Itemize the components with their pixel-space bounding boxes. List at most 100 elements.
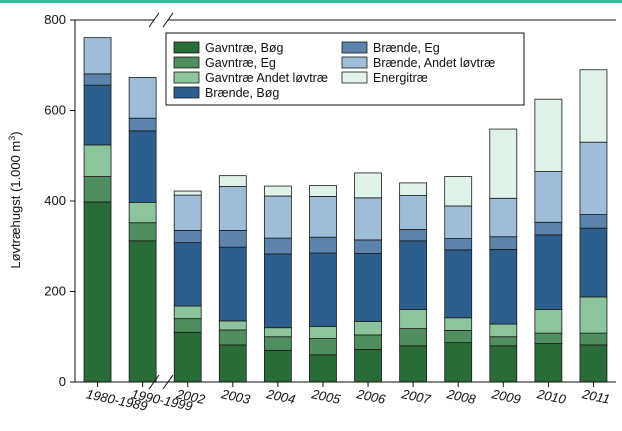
bar-brænde-andet-løvtræ-2005: [309, 196, 337, 238]
bar-gavntræ-eg-2005: [309, 338, 337, 356]
bar-brænde-bøg-1980-1989: [83, 84, 112, 146]
bar-gavntræ-andet-løvtræ-1980-1989: [83, 144, 112, 177]
bar-gavntræ-eg-2007: [399, 328, 428, 347]
bar-brænde-bøg-2011: [579, 227, 608, 298]
bar-gavntræ-andet-løvtræ-2004: [263, 327, 292, 338]
bar-brænde-andet-løvtræ-2002: [173, 194, 202, 231]
y-tick-label-800: 800: [44, 12, 66, 27]
bar-gavntræ-eg-2009: [489, 336, 518, 347]
bar-energitræ-2006: [354, 172, 382, 199]
y-axis-label-main: Løvtræhugst (1.000 m: [8, 141, 23, 269]
axis-break-mark-bottom-right: [162, 374, 174, 390]
bar-gavntræ-eg-2004: [263, 336, 292, 351]
bar-energitræ-2003: [218, 175, 247, 187]
bar-brænde-eg-2008: [444, 238, 473, 251]
bar-brænde-bøg-2004: [263, 253, 292, 329]
legend-swatch-gavntræ-eg: [173, 56, 200, 69]
bar-energitræ-2007: [399, 182, 428, 196]
x-tick-label-2002: 2002: [174, 386, 207, 407]
bar-gavntræ-bøg-2003: [218, 344, 247, 383]
bar-brænde-andet-løvtræ-1980-1989: [83, 37, 112, 75]
axis-break-mark-right: [162, 12, 174, 28]
bar-energitræ-2005: [309, 185, 337, 197]
bar-brænde-andet-løvtræ-2006: [354, 197, 382, 241]
bar-gavntræ-bøg-2009: [489, 345, 518, 383]
x-tick-label-2010: 2010: [535, 386, 568, 407]
bar-brænde-andet-løvtræ-2008: [444, 205, 473, 239]
x-tick-label-2004: 2004: [264, 386, 296, 407]
bar-gavntræ-andet-løvtræ-2003: [218, 320, 247, 331]
bar-brænde-eg-1980-1989: [83, 73, 112, 86]
bar-brænde-eg-2002: [173, 230, 202, 244]
bar-brænde-eg-2005: [309, 236, 337, 254]
bar-energitræ-2004: [263, 185, 292, 197]
bar-brænde-eg-2009: [489, 236, 518, 250]
bar-energitræ-2010: [534, 98, 563, 172]
bar-gavntræ-andet-løvtræ-2009: [489, 323, 518, 338]
bar-brænde-andet-løvtræ-1990-1999: [128, 77, 157, 119]
legend-swatch-gavntræ-bøg: [173, 41, 200, 54]
bar-gavntræ-andet-løvtræ-2002: [173, 305, 202, 320]
x-tick-label-2005: 2005: [309, 386, 342, 407]
bar-brænde-andet-løvtræ-2007: [399, 195, 428, 230]
bar-brænde-bøg-2002: [173, 242, 202, 307]
bar-brænde-eg-2006: [354, 239, 382, 254]
bar-gavntræ-eg-2002: [173, 318, 202, 333]
legend-swatch-brænde-bøg: [173, 86, 200, 99]
y-tick-label-600: 600: [44, 103, 66, 118]
legend-label-brænde-bøg: Brænde, Bøg: [205, 86, 279, 100]
x-tick-label-2006: 2006: [354, 386, 387, 407]
bar-brænde-eg-2011: [579, 214, 608, 229]
svg-text:Løvtræhugst (1.000 m3): Løvtræhugst (1.000 m3): [7, 131, 23, 268]
bar-gavntræ-eg-1980-1989: [83, 176, 112, 203]
bar-brænde-bøg-2008: [444, 249, 473, 319]
bar-gavntræ-andet-løvtræ-2005: [309, 325, 337, 339]
bar-brænde-bøg-2009: [489, 249, 518, 325]
y-ticks-layer: 0 200 400 600 800: [44, 12, 75, 389]
legend-label-energitræ: Energitræ: [373, 71, 428, 85]
bar-gavntræ-andet-løvtræ-1990-1999: [128, 201, 157, 224]
bar-gavntræ-bøg-1980-1989: [83, 201, 112, 383]
bar-gavntræ-eg-1990-1999: [128, 222, 157, 242]
bar-gavntræ-bøg-1990-1999: [128, 240, 157, 383]
legend-swatch-energitræ: [341, 71, 368, 84]
y-axis-label-close: ): [8, 131, 23, 135]
bar-brænde-andet-løvtræ-2011: [579, 141, 608, 215]
legend-label-gavntræ-bøg: Gavntræ, Bøg: [205, 41, 284, 55]
y-tick-label-400: 400: [44, 193, 66, 208]
bar-energitræ-2002: [173, 190, 202, 196]
bar-brænde-bøg-2005: [309, 252, 337, 327]
bar-gavntræ-andet-løvtræ-2006: [354, 320, 382, 336]
bar-brænde-andet-løvtræ-2003: [218, 186, 247, 231]
bar-gavntræ-bøg-2006: [354, 349, 382, 383]
bar-brænde-eg-2004: [263, 237, 292, 255]
x-tick-label-2008: 2008: [445, 386, 478, 407]
legend-label-brænde-andet-løvtræ: Brænde, Andet løvtræ: [373, 56, 495, 70]
x-tick-label-2011: 2011: [580, 386, 611, 407]
bar-gavntræ-andet-løvtræ-2010: [534, 309, 563, 334]
legend-label-gavntræ-andet-løvtræ: Gavntræ Andet løvtræ: [205, 71, 328, 85]
bar-gavntræ-bøg-2002: [173, 331, 202, 383]
y-axis-label: Løvtræhugst (1.000 m3): [7, 131, 23, 268]
bar-energitræ-2011: [579, 69, 608, 143]
bar-brænde-eg-2007: [399, 229, 428, 242]
bar-gavntræ-eg-2008: [444, 330, 473, 344]
bar-brænde-bøg-2007: [399, 240, 428, 311]
bar-brænde-eg-2003: [218, 230, 247, 248]
bar-gavntræ-andet-løvtræ-2007: [399, 309, 428, 330]
bar-brænde-eg-2010: [534, 221, 563, 236]
x-tick-label-2009: 2009: [490, 386, 522, 407]
bar-gavntræ-andet-løvtræ-2008: [444, 317, 473, 331]
bar-brænde-andet-løvtræ-2009: [489, 197, 518, 238]
bar-energitræ-2008: [444, 176, 473, 207]
legend-swatch-brænde-eg: [341, 41, 368, 54]
top-accent-line: [0, 0, 622, 3]
bar-energitræ-2009: [489, 128, 518, 199]
x-tick-label-2003: 2003: [219, 386, 252, 407]
bar-gavntræ-bøg-2005: [309, 354, 337, 383]
bars-layer: [83, 37, 608, 383]
bar-brænde-andet-løvtræ-2004: [263, 195, 292, 239]
